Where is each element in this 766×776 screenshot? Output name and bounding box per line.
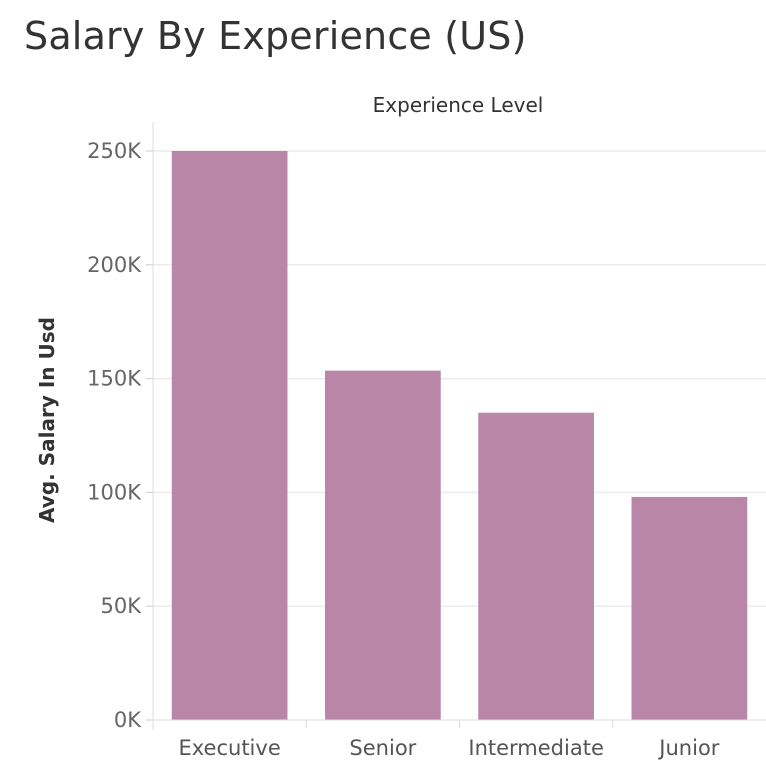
x-category-label: Executive	[179, 736, 281, 760]
category-labels: Executive Senior Intermediate Junior	[179, 736, 720, 760]
y-tick-label: 250K	[87, 139, 142, 163]
y-tick-label: 150K	[87, 367, 142, 391]
y-tick-label: 50K	[101, 594, 143, 618]
bar-senior[interactable]	[325, 370, 441, 720]
bars	[171, 151, 748, 720]
y-axis-title: Avg. Salary In Usd	[35, 317, 59, 523]
x-category-label: Intermediate	[468, 736, 604, 760]
chart-title: Salary By Experience (US)	[24, 14, 527, 58]
y-tick-label: 200K	[87, 253, 142, 277]
x-category-label: Senior	[349, 736, 416, 760]
x-category-label: Junior	[657, 736, 719, 760]
bar-junior[interactable]	[631, 496, 748, 720]
x-axis	[153, 719, 766, 728]
y-tick-label: 0K	[114, 708, 142, 732]
bar-executive[interactable]	[171, 151, 288, 720]
column-header: Experience Level	[373, 93, 544, 117]
y-tick-labels: 0K 50K 100K 150K 200K 250K	[87, 122, 154, 732]
bar-intermediate[interactable]	[478, 412, 594, 720]
y-tick-label: 100K	[87, 480, 142, 504]
